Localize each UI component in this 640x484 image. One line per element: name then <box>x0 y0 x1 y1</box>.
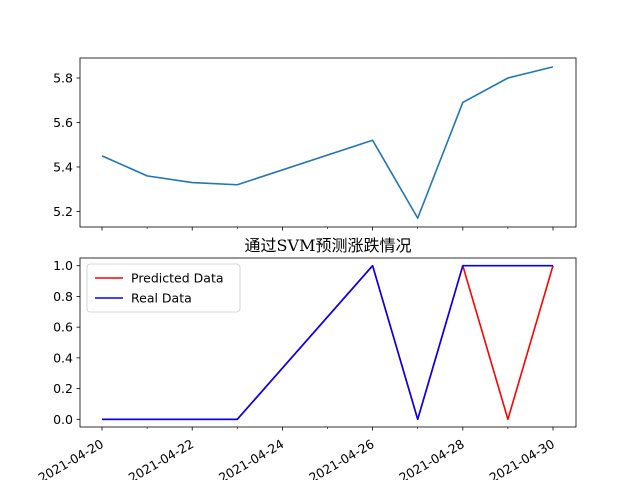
y-tick-label: 5.4 <box>53 159 73 174</box>
axes-frame <box>79 257 577 428</box>
legend: Predicted Data Real Data <box>86 263 241 313</box>
x-tick-label: 2021-04-26 <box>306 436 376 480</box>
legend-box <box>86 263 241 313</box>
y-tick-label: 0.2 <box>53 381 73 396</box>
x-tick-label: 2021-04-28 <box>396 436 466 480</box>
y-tick-label: 0.8 <box>53 289 73 304</box>
y-tick-label: 1.0 <box>53 258 73 273</box>
y-tick-label: 5.2 <box>53 204 73 219</box>
x-tick-label: 2021-04-22 <box>126 436 196 480</box>
chart-title: 通过SVM预测涨跌情况 <box>245 236 412 255</box>
chart-panel-1: 5.2 5.4 5.6 5.8 <box>53 57 577 231</box>
x-tick-label: 2021-04-30 <box>487 436 557 480</box>
axes-frame <box>79 57 577 228</box>
series-line-1 <box>101 66 554 219</box>
chart-panel-2: 通过SVM预测涨跌情况 0.0 0.2 0.4 0.6 0.8 1.0 2021-04-20 2… <box>36 236 577 484</box>
y-tick-label: 5.6 <box>53 115 73 130</box>
legend-label: Predicted Data <box>131 271 224 286</box>
x-tick-label: 2021-04-20 <box>36 436 106 480</box>
x-tick-label: 2021-04-24 <box>216 436 286 480</box>
y-tick-label: 0.0 <box>53 412 73 427</box>
legend-label: Real Data <box>131 291 192 306</box>
y-tick-label: 5.8 <box>53 71 73 86</box>
y-tick-label: 0.6 <box>53 320 73 335</box>
y-tick-label: 0.4 <box>53 350 73 365</box>
series-line-real-data <box>102 264 553 421</box>
